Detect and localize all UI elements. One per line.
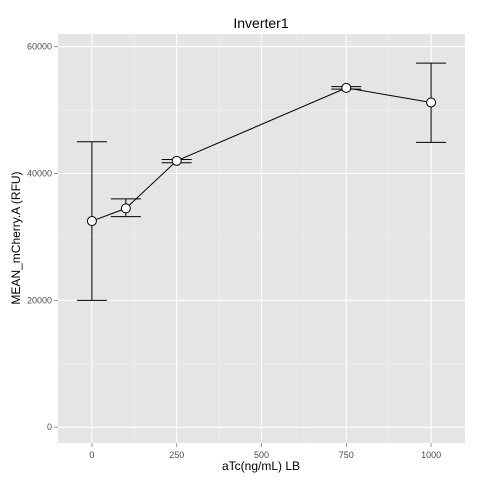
- y-axis-label: MEAN_mCherry.A (RFU): [9, 171, 23, 304]
- y-tick-label: 60000: [27, 42, 52, 52]
- data-point: [120, 203, 131, 214]
- y-tick-label: 40000: [27, 169, 52, 179]
- data-point: [86, 216, 97, 227]
- y-tick-label: 20000: [27, 295, 52, 305]
- x-tick-label: 500: [254, 450, 269, 460]
- data-point: [341, 82, 352, 93]
- x-tick-label: 0: [89, 450, 94, 460]
- chart-title: Inverter1: [233, 15, 288, 31]
- y-tick-label: 0: [47, 422, 52, 432]
- x-tick-label: 250: [169, 450, 184, 460]
- axis-ticks: 0 250 500 750 1000 0 20000 40000 60000: [27, 42, 441, 460]
- data-series: [76, 62, 447, 301]
- data-point: [171, 155, 182, 166]
- data-point: [426, 97, 437, 108]
- x-tick-label: 1000: [421, 450, 441, 460]
- x-axis-label: aTc(ng/mL) LB: [222, 459, 300, 473]
- x-tick-label: 750: [339, 450, 354, 460]
- grid-lines: [58, 34, 465, 443]
